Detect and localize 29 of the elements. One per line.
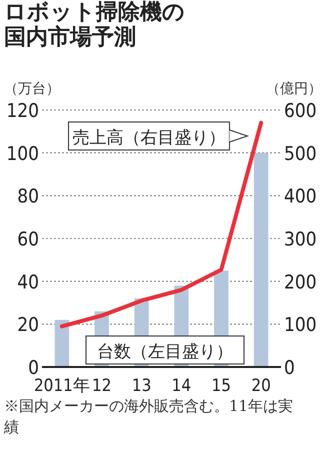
chart-title: ロボット掃除機の国内市場予測 bbox=[4, 0, 186, 50]
x-tick-label: 20 bbox=[251, 376, 271, 396]
bar bbox=[254, 152, 268, 367]
y2-tick-label: 500 bbox=[284, 142, 317, 165]
y2-tick-label: 0 bbox=[284, 357, 295, 379]
y2-tick-label: 600 bbox=[284, 100, 317, 122]
x-tick-label: 2011年 bbox=[34, 376, 90, 396]
x-tick-label: 13 bbox=[132, 376, 152, 396]
y2-tick-label: 200 bbox=[284, 271, 317, 294]
y-tick-label: 80 bbox=[17, 186, 39, 208]
y-tick-label: 20 bbox=[17, 314, 39, 336]
y-axis-title: （万台） bbox=[4, 81, 60, 97]
y2-axis-title: （億円） bbox=[266, 81, 322, 97]
y2-tick-label: 400 bbox=[284, 186, 317, 208]
x-tick-label: 14 bbox=[172, 376, 192, 396]
x-tick-label: 15 bbox=[212, 376, 231, 396]
line-series bbox=[60, 120, 264, 328]
y-tick-label: 40 bbox=[17, 271, 39, 294]
y2-tick-label: 100 bbox=[284, 314, 317, 336]
bar bbox=[54, 320, 70, 367]
y-tick-label: 120 bbox=[6, 100, 39, 122]
y-tick-label: 100 bbox=[6, 142, 39, 165]
y-tick-label: 60 bbox=[17, 228, 39, 250]
y-tick-label: 0 bbox=[28, 357, 39, 379]
series-label: 売上高（右目盛り） bbox=[72, 128, 226, 148]
series-label: 台数（左目盛り） bbox=[97, 342, 233, 362]
text: ※国内メーカーの海外販売含む。11年は実績 bbox=[4, 396, 294, 438]
x-tick-label: 12 bbox=[92, 376, 112, 396]
y2-tick-label: 300 bbox=[284, 228, 317, 250]
